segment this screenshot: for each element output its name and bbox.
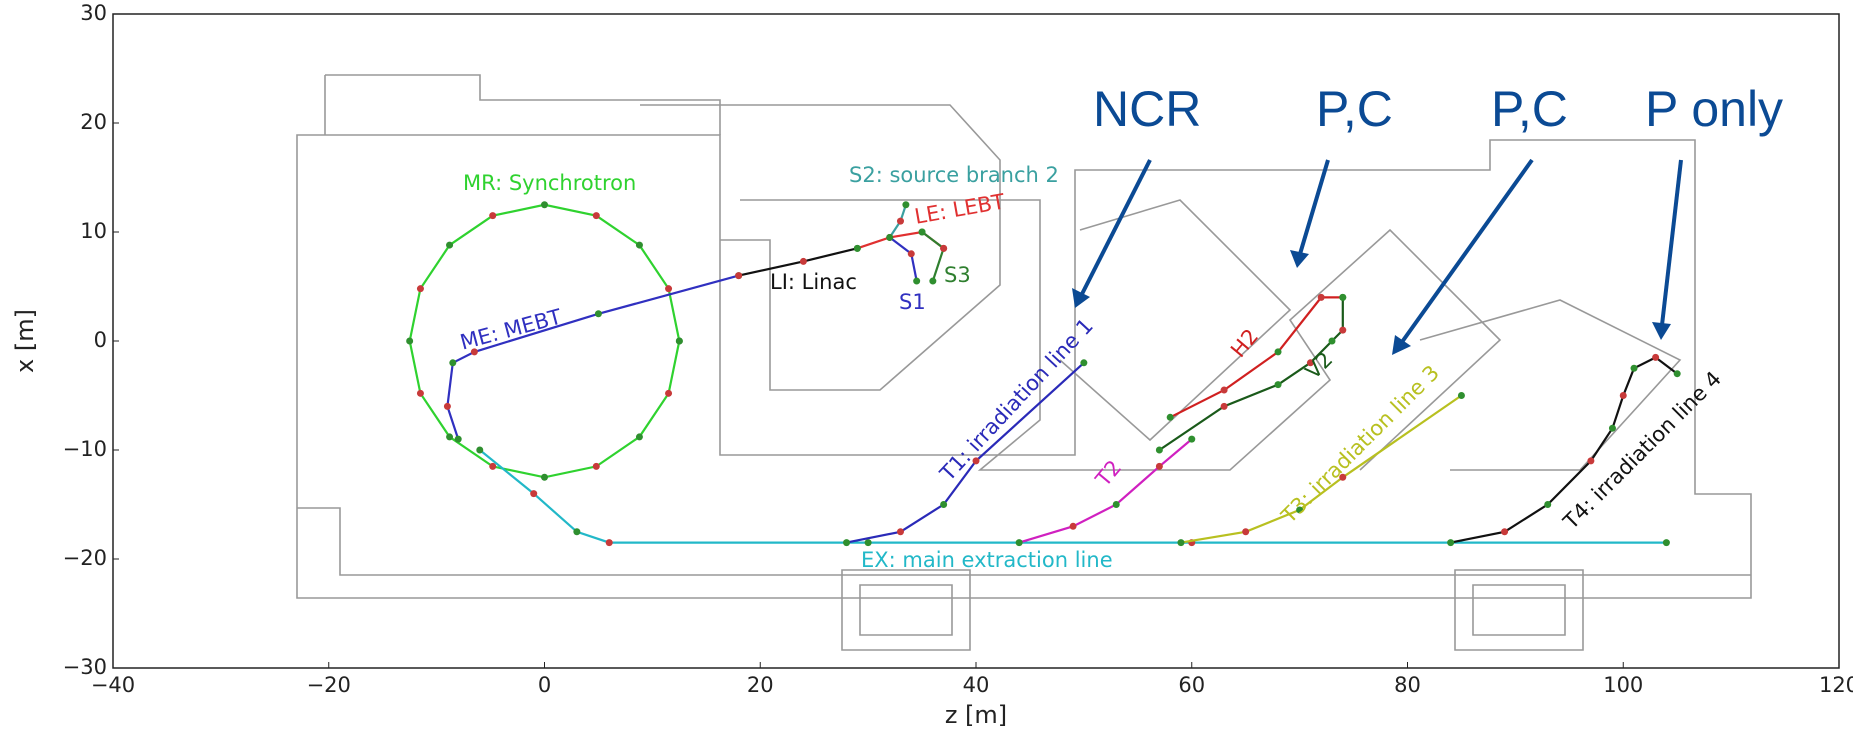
beamline-label: MR: Synchrotron (463, 171, 636, 195)
element-marker (1458, 392, 1465, 399)
element-marker (929, 278, 936, 285)
x-axis-label: z [m] (945, 701, 1007, 729)
y-tick-label: 10 (80, 219, 107, 243)
annotation: P,C (1491, 81, 1568, 137)
y-tick-label: 0 (94, 328, 107, 352)
element-marker (476, 447, 483, 454)
element-marker (417, 285, 424, 292)
element-marker (1544, 501, 1551, 508)
element-marker (593, 463, 600, 470)
element-marker (1275, 381, 1282, 388)
element-marker (919, 229, 926, 236)
element-marker (676, 338, 683, 345)
y-tick-label: −30 (63, 655, 107, 679)
element-marker (455, 436, 462, 443)
element-marker (843, 539, 850, 546)
element-marker (595, 310, 602, 317)
x-tick-label: −20 (307, 673, 351, 697)
element-marker (446, 433, 453, 440)
x-tick-label: 120 (1819, 673, 1853, 697)
element-marker (636, 433, 643, 440)
element-marker (1339, 327, 1346, 334)
element-marker (489, 212, 496, 219)
element-marker (1631, 365, 1638, 372)
element-marker (449, 359, 456, 366)
element-marker (665, 390, 672, 397)
x-tick-label: 80 (1394, 673, 1421, 697)
annotation: NCR (1093, 81, 1201, 137)
y-tick-label: −20 (63, 546, 107, 570)
element-marker (865, 539, 872, 546)
beamline-label: S2: source branch 2 (849, 163, 1059, 187)
element-marker (800, 258, 807, 265)
element-marker (1177, 539, 1184, 546)
element-marker (406, 338, 413, 345)
element-marker (1587, 457, 1594, 464)
element-marker (1318, 294, 1325, 301)
element-marker (1275, 348, 1282, 355)
element-marker (1620, 392, 1627, 399)
element-marker (1339, 294, 1346, 301)
element-marker (444, 403, 451, 410)
element-marker (940, 245, 947, 252)
element-marker (1188, 436, 1195, 443)
element-marker (1652, 354, 1659, 361)
element-marker (1501, 528, 1508, 535)
element-marker (665, 285, 672, 292)
beamline-label: LI: Linac (770, 270, 857, 294)
element-marker (417, 390, 424, 397)
element-marker (897, 218, 904, 225)
element-marker (902, 201, 909, 208)
element-marker (530, 490, 537, 497)
x-tick-label: 40 (963, 673, 990, 697)
element-marker (1080, 359, 1087, 366)
x-tick-label: 60 (1178, 673, 1205, 697)
y-tick-label: −10 (63, 437, 107, 461)
element-marker (1167, 414, 1174, 421)
x-tick-label: 20 (747, 673, 774, 697)
element-marker (1663, 539, 1670, 546)
annotation: P,C (1316, 81, 1393, 137)
element-marker (636, 242, 643, 249)
element-marker (541, 474, 548, 481)
element-marker (489, 463, 496, 470)
chart: z [m] x [m] −40−20020406080100120−30−20−… (0, 0, 1853, 730)
x-tick-label: 0 (538, 673, 551, 697)
element-marker (1447, 539, 1454, 546)
element-marker (593, 212, 600, 219)
beamline-label: S3 (944, 263, 971, 287)
element-marker (854, 245, 861, 252)
element-marker (1016, 539, 1023, 546)
element-marker (886, 234, 893, 241)
element-marker (1113, 501, 1120, 508)
element-marker (908, 250, 915, 257)
element-marker (1674, 370, 1681, 377)
annotation: P only (1645, 81, 1783, 137)
element-marker (573, 528, 580, 535)
element-marker (940, 501, 947, 508)
element-marker (897, 528, 904, 535)
element-marker (1156, 463, 1163, 470)
element-marker (1156, 447, 1163, 454)
x-tick-label: 100 (1603, 673, 1643, 697)
element-marker (1609, 425, 1616, 432)
element-marker (446, 242, 453, 249)
y-tick-label: 20 (80, 110, 107, 134)
element-marker (1070, 523, 1077, 530)
y-axis-label: x [m] (11, 309, 39, 373)
y-tick-label: 30 (80, 1, 107, 25)
element-marker (1221, 387, 1228, 394)
element-marker (606, 539, 613, 546)
element-marker (541, 201, 548, 208)
element-marker (1221, 403, 1228, 410)
beamline-label: EX: main extraction line (861, 548, 1113, 572)
beamline-label: S1 (899, 290, 926, 314)
element-marker (1328, 338, 1335, 345)
element-marker (735, 272, 742, 279)
element-marker (1242, 528, 1249, 535)
element-marker (913, 278, 920, 285)
